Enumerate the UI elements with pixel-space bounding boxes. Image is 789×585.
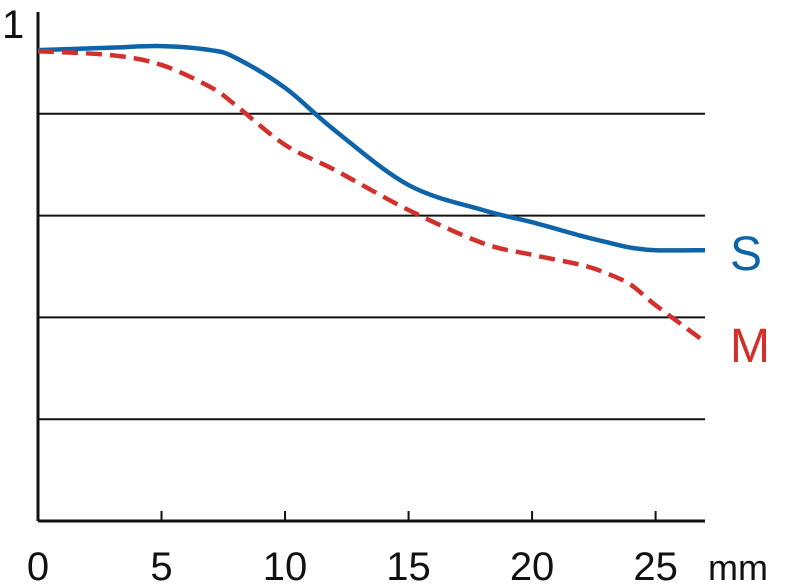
series-line [37,48,707,344]
x-tick-label: 0 [27,545,49,585]
series-label: M [730,320,770,373]
x-tick-label: 15 [386,545,431,585]
series-label: S [730,228,762,281]
x-tick-label: 25 [633,545,678,585]
x-tick-label: 5 [150,545,172,585]
series-line [37,43,706,253]
x-tick-label: 10 [263,545,308,585]
x-tick-label: 20 [510,545,555,585]
x-unit: mm [708,547,768,585]
y-tick-label: 1 [2,3,24,47]
